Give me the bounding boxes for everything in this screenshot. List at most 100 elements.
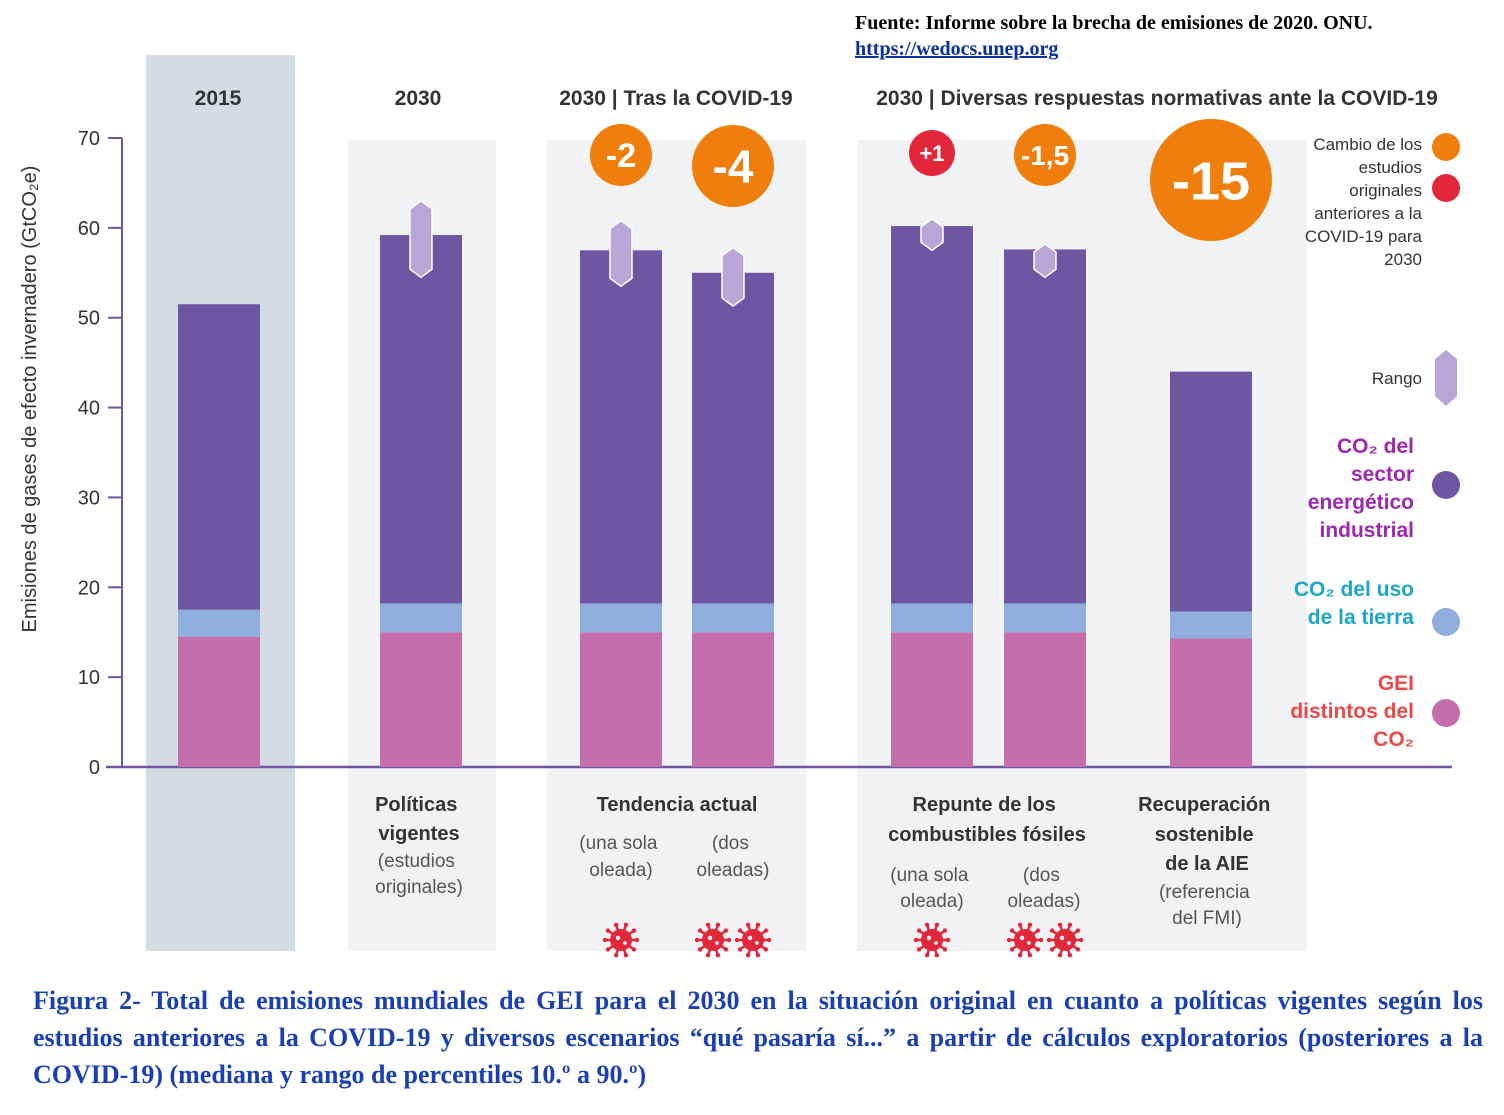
change-bubble-label: -2 bbox=[606, 137, 636, 175]
label-politicas-sub-l1: (estudios bbox=[378, 851, 455, 872]
bar-segment bbox=[1170, 638, 1252, 767]
virus-icon bbox=[602, 922, 640, 958]
label-repunte-sub2: (dos oleadas) bbox=[1008, 865, 1081, 912]
bar-segment bbox=[891, 226, 973, 604]
label-repunte-sub1-l2: oleada) bbox=[900, 891, 963, 912]
bar-segment bbox=[891, 632, 973, 767]
legend-land-text: CO₂ del uso de la tierra bbox=[1290, 576, 1414, 632]
label-tendencia-sub1: (una sola oleada) bbox=[579, 833, 662, 881]
header-2015: 2015 bbox=[195, 87, 242, 110]
range-marker bbox=[409, 199, 433, 279]
label-politicas-l2: vigentes bbox=[378, 823, 459, 845]
legend-range-marker bbox=[1435, 350, 1457, 406]
bar-segment bbox=[580, 603, 662, 633]
bar-segment bbox=[380, 632, 462, 767]
bar-segment bbox=[580, 250, 662, 604]
y-tick-label: 40 bbox=[78, 398, 100, 420]
bar-segment bbox=[692, 603, 774, 633]
label-politicas-sub-l2: originales) bbox=[375, 877, 463, 898]
y-tick-label: 70 bbox=[78, 128, 100, 150]
header-covid: 2030 | Tras la COVID-19 bbox=[559, 87, 793, 110]
legend-energy-text: CO₂ del sector energético industrial bbox=[1290, 433, 1414, 545]
change-bubble-label: +1 bbox=[919, 141, 944, 166]
legend-other-label: GEI distintos del CO₂ bbox=[1290, 672, 1414, 751]
legend-change-text: Cambio de los estudios originales anteri… bbox=[1300, 133, 1422, 271]
bar-segment bbox=[891, 603, 973, 633]
bar-segment bbox=[178, 304, 260, 610]
label-tendencia-sub2-l1: (dos bbox=[712, 833, 749, 854]
y-tick-label: 50 bbox=[78, 308, 100, 330]
range-marker bbox=[1033, 243, 1057, 279]
label-repunte: Repunte de los combustibles fósiles bbox=[888, 794, 1086, 846]
range-marker bbox=[920, 217, 944, 252]
y-axis-label: Emisiones de gases de efecto invernadero… bbox=[19, 166, 41, 633]
label-recuperacion-l2: sostenible bbox=[1155, 824, 1254, 846]
bar-segment bbox=[580, 632, 662, 767]
label-recuperacion-sub-l1: (referencia bbox=[1159, 882, 1250, 903]
label-tendencia-sub2-l2: oleadas) bbox=[697, 860, 770, 881]
y-tick-label: 60 bbox=[78, 218, 100, 240]
label-recuperacion: Recuperación sostenible de la AIE bbox=[1138, 794, 1276, 875]
virus-icon bbox=[694, 922, 732, 958]
label-tendencia: Tendencia actual bbox=[597, 794, 758, 816]
label-politicas: Políticas vigentes bbox=[375, 794, 463, 845]
range-marker bbox=[609, 219, 633, 288]
bar-segment bbox=[1170, 611, 1252, 639]
virus-icon bbox=[1006, 922, 1044, 958]
y-tick-label: 30 bbox=[78, 487, 100, 509]
label-repunte-l2: combustibles fósiles bbox=[888, 824, 1086, 846]
legend-change-red-dot bbox=[1432, 174, 1460, 202]
y-tick-label: 0 bbox=[89, 757, 100, 779]
bar-segment bbox=[1004, 249, 1086, 604]
change-bubble bbox=[1150, 119, 1272, 241]
label-tendencia-sub1-l1: (una sola bbox=[579, 833, 658, 854]
virus-icon bbox=[913, 922, 951, 958]
y-tick-label: 20 bbox=[78, 577, 100, 599]
label-repunte-l1: Repunte de los bbox=[913, 794, 1056, 816]
change-bubble-label: -4 bbox=[713, 141, 754, 193]
label-recuperacion-l3: de la AIE bbox=[1165, 853, 1249, 875]
change-bubble-label: -15 bbox=[1172, 151, 1250, 211]
legend-other-text: GEI distintos del CO₂ bbox=[1290, 670, 1414, 754]
legend-change-label: Cambio de los estudios originales anteri… bbox=[1304, 135, 1422, 269]
header-2030: 2030 bbox=[395, 87, 442, 110]
virus-icon bbox=[734, 922, 772, 958]
label-repunte-sub2-l2: oleadas) bbox=[1008, 891, 1081, 912]
legend-energy-label: CO₂ del sector energético industrial bbox=[1307, 435, 1414, 542]
figure-caption: Figura 2- Total de emisiones mundiales d… bbox=[33, 986, 1483, 1089]
change-bubble bbox=[692, 125, 774, 207]
label-repunte-sub1-l1: (una sola bbox=[890, 865, 969, 886]
bar-segment bbox=[380, 603, 462, 633]
label-recuperacion-sub-l2: del FMI) bbox=[1172, 908, 1242, 929]
legend-land-dot bbox=[1432, 608, 1460, 636]
bar-segment bbox=[380, 235, 462, 604]
legend-energy-dot bbox=[1432, 471, 1460, 499]
bar-segment bbox=[178, 636, 260, 767]
change-bubble bbox=[909, 130, 955, 176]
virus-icon bbox=[1046, 922, 1084, 958]
bar-segment bbox=[692, 272, 774, 604]
legend-range-label: Rango bbox=[1371, 369, 1422, 388]
source-text: Fuente: Informe sobre la brecha de emisi… bbox=[855, 12, 1373, 34]
bar-segment bbox=[178, 609, 260, 637]
label-repunte-sub2-l1: (dos bbox=[1023, 865, 1060, 886]
bar-segment bbox=[692, 632, 774, 767]
legend-range-text: Rango bbox=[1300, 367, 1422, 390]
source-note: Fuente: Informe sobre la brecha de emisi… bbox=[855, 10, 1373, 62]
change-bubble-label: -1,5 bbox=[1021, 140, 1069, 171]
source-link[interactable]: https://wedocs.unep.org bbox=[855, 38, 1059, 60]
legend-other-dot bbox=[1432, 699, 1460, 727]
label-recuperacion-l1: Recuperación bbox=[1138, 794, 1270, 816]
label-politicas-l1: Políticas bbox=[375, 794, 457, 816]
header-policy: 2030 | Diversas respuestas normativas an… bbox=[876, 87, 1438, 110]
change-bubble bbox=[590, 124, 652, 186]
bar-segment bbox=[1004, 603, 1086, 633]
bar-segment bbox=[1170, 371, 1252, 612]
y-tick-label: 10 bbox=[78, 667, 100, 689]
label-tendencia-sub2: (dos oleadas) bbox=[697, 833, 770, 881]
range-marker bbox=[721, 246, 745, 307]
label-recuperacion-sub: (referencia del FMI) bbox=[1159, 882, 1255, 929]
legend-land-label: CO₂ del uso de la tierra bbox=[1293, 578, 1414, 629]
label-politicas-sub: (estudios originales) bbox=[375, 851, 463, 898]
emissions-chart: 2015 2030 2030 | Tras la COVID-19 2030 |… bbox=[19, 55, 1460, 958]
